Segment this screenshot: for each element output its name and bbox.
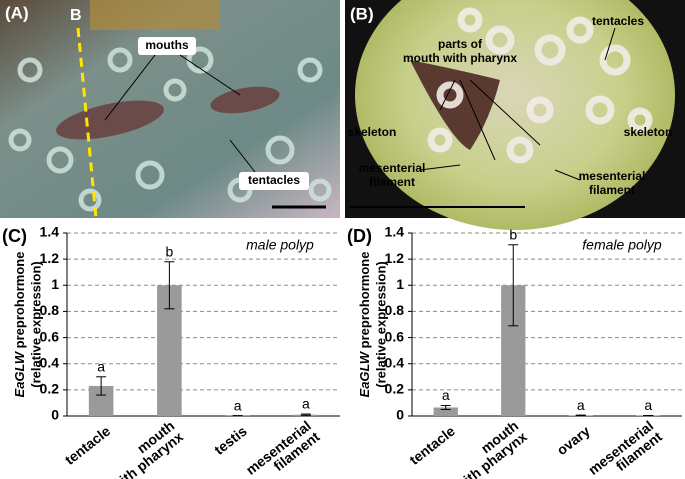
gene-name: EaGLW [357, 350, 372, 397]
y-tick-label: 0 [396, 407, 404, 423]
section-marker: B [70, 7, 82, 24]
annotation: male polyp [246, 237, 314, 253]
annotation: mesenterial filament [359, 161, 426, 189]
annotation: mesenterial filament [579, 169, 646, 197]
x-tick-label: mouthwith pharynx [442, 417, 529, 479]
y-tick-label: 0.2 [385, 381, 405, 397]
y-tick-label: 0 [51, 407, 59, 423]
y-axis-unit: (relative expression) [373, 261, 388, 387]
y-tick-label: 0.8 [385, 302, 405, 318]
y-tick-label: 0.2 [40, 381, 60, 397]
annotation: tentacles [592, 14, 644, 28]
significance-label: b [509, 226, 517, 242]
y-axis-unit: (relative expression) [28, 261, 43, 387]
x-tick-label: mesenterialfilament [243, 417, 323, 479]
y-axis-label: EaGLW preprohormone [12, 252, 27, 398]
annotation: mouths [145, 38, 189, 52]
panel-label: (A) [5, 3, 29, 22]
y-tick-label: 0.8 [40, 302, 60, 318]
y-tick-label: 0.4 [40, 354, 60, 370]
y-tick-label: 1.4 [385, 224, 405, 240]
x-tick-label: tentacle [62, 423, 114, 468]
photo-b: (B) tentacles parts of mouth with pharynx… [345, 0, 685, 230]
significance-label: a [97, 358, 105, 374]
significance-label: a [442, 387, 450, 403]
panel-label: (C) [2, 226, 27, 246]
significance-label: b [165, 243, 173, 259]
annotation: tentacles [248, 173, 300, 187]
panel-label: (B) [350, 4, 374, 23]
significance-label: a [577, 397, 585, 413]
x-tick-label: ovary [554, 423, 593, 459]
label-text: preprohormone [357, 252, 372, 349]
y-tick-label: 1 [396, 276, 404, 292]
bar [433, 407, 458, 416]
y-tick-label: 1.2 [40, 250, 60, 266]
panel-label: (D) [347, 226, 372, 246]
x-tick-label: testis [211, 423, 250, 458]
x-tick-label: mesenterialfilament [585, 417, 665, 479]
significance-label: a [302, 396, 310, 412]
y-tick-label: 0.4 [385, 354, 405, 370]
significance-label: a [234, 397, 242, 413]
y-tick-label: 1.2 [385, 250, 405, 266]
x-tick-label: tentacle [406, 423, 458, 468]
gene-name: EaGLW [12, 350, 27, 397]
significance-label: a [644, 397, 652, 413]
annotation: skeleton [624, 125, 673, 139]
y-tick-label: 1.4 [40, 224, 60, 240]
annotation: female polyp [582, 237, 662, 253]
y-tick-label: 0.6 [385, 328, 405, 344]
annotation: skeleton [348, 125, 397, 139]
label-text: preprohormone [12, 252, 27, 349]
y-axis-label: EaGLW preprohormone [357, 252, 372, 398]
y-tick-label: 1 [51, 276, 59, 292]
x-tick-label: mouthwith pharynx [99, 417, 186, 479]
photo-a: (A) B mouths tentacles [0, 0, 340, 219]
y-tick-label: 0.6 [40, 328, 60, 344]
annotation: parts of mouth with pharynx [403, 37, 517, 65]
